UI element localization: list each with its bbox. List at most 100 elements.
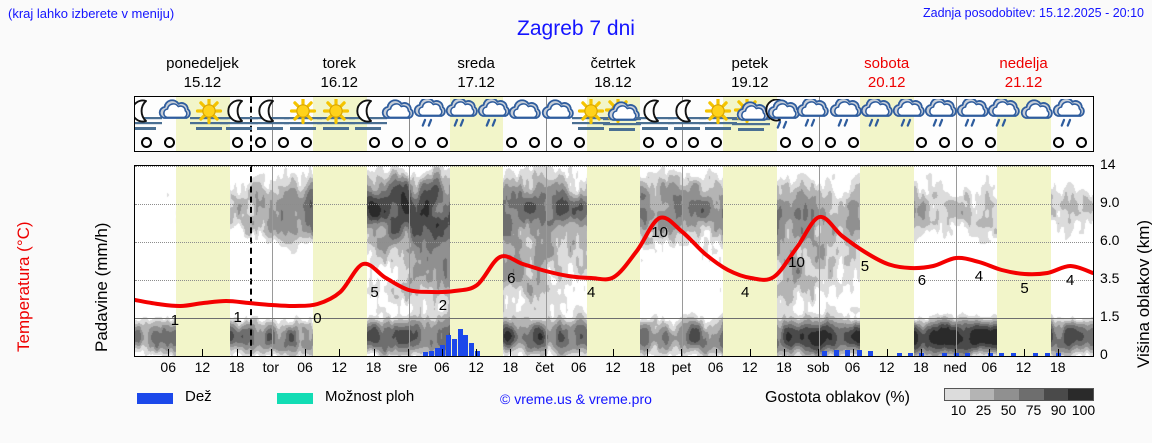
moon-phase-dot — [140, 137, 152, 148]
day-header-ponedeljek: ponedeljek 15.12 — [134, 54, 271, 92]
temperature-curve — [135, 214, 1093, 309]
day-header-nedelja: nedelja 21.12 — [955, 54, 1092, 92]
time-axis-tick — [647, 349, 649, 356]
time-axis-label: sre — [397, 359, 418, 375]
day-date: 18.12 — [594, 74, 632, 91]
axis-tick-label: 9.0 — [1100, 194, 1120, 210]
precipitation-bar — [868, 350, 874, 356]
time-axis-tick — [510, 349, 512, 356]
time-axis-tick — [852, 349, 854, 356]
moon-phase-dot — [505, 137, 517, 148]
cloud-density-step — [1019, 389, 1044, 400]
cloud-icon — [539, 99, 579, 133]
day-date: 16.12 — [320, 74, 359, 91]
copyright-link[interactable]: © vreme.us & vreme.pro — [500, 391, 652, 407]
precipitation-bar — [999, 353, 1005, 356]
moon-phase-dot — [369, 137, 380, 148]
cloud-rain-icon — [827, 97, 867, 133]
rain-legend-swatch — [137, 393, 173, 404]
precipitation-bar — [942, 353, 948, 356]
precipitation-bar — [856, 349, 862, 356]
moon-phase-dot — [437, 137, 449, 148]
cloud-density-value: 100 — [1071, 402, 1096, 418]
grid-line — [135, 280, 1093, 281]
moon-phase-dot — [916, 137, 928, 148]
time-axis-label: 12 — [331, 359, 348, 375]
time-axis-tick — [1023, 349, 1025, 356]
moon-icon — [667, 99, 707, 133]
day-date: 17.12 — [457, 74, 495, 91]
temperature-value-label: 10 — [788, 254, 805, 271]
temperature-value-label: 10 — [651, 224, 668, 241]
axis-tick-label: 1.5 — [1100, 308, 1120, 324]
time-axis-tick — [818, 349, 820, 356]
weather-icon-strip — [134, 96, 1094, 152]
precipitation-bar — [1044, 353, 1050, 356]
moon-phase-dot — [642, 137, 654, 148]
temperature-value-label: 2 — [438, 297, 448, 314]
rain-legend-label: Dež — [185, 388, 212, 405]
day-name: ponedeljek — [166, 55, 239, 72]
time-axis-label: 06 — [160, 359, 176, 375]
time-axis-label: 18 — [1049, 359, 1066, 375]
chart-legend: Dež Možnost ploh — [0, 387, 1152, 427]
cloud-density-value: 75 — [1025, 402, 1042, 418]
moon-phase-dot — [277, 137, 289, 148]
sun-icon — [316, 97, 356, 133]
cloud-density-step — [994, 389, 1020, 400]
time-axis-tick — [681, 349, 683, 356]
time-axis-tick — [236, 349, 238, 356]
day-separator — [408, 166, 410, 356]
cloud-rain-icon — [890, 97, 930, 133]
meteogram-plot: 1 1 0 5 2 6 4 10 4 10 5 6 4 5 4 — [134, 165, 1094, 357]
cloud-rain-icon — [443, 97, 483, 133]
moon-icon — [635, 99, 675, 133]
sun-icon — [698, 97, 738, 133]
cloud-density-value: 90 — [1050, 402, 1067, 418]
time-axis-tick — [270, 349, 272, 356]
axis-tick-label: 6.0 — [1100, 232, 1120, 248]
precipitation-bar — [953, 353, 959, 356]
time-axis-label: 18 — [776, 359, 792, 375]
moon-phase-dot — [574, 137, 586, 148]
moon-phase-dot — [939, 137, 951, 148]
cloud-density-step — [945, 389, 970, 400]
temperature-value-label: 4 — [1066, 272, 1075, 289]
last-updated-text: Zadnja posodobitev: 15.12.2025 - 20:10 — [922, 6, 1144, 20]
precipitation-bar — [457, 328, 463, 356]
day-name: nedelja — [999, 55, 1048, 72]
time-axis-tick — [886, 349, 888, 356]
cloud-rain-icon — [794, 97, 834, 133]
day-separator — [545, 97, 547, 151]
time-axis-tick — [168, 349, 170, 356]
precipitation-bar — [451, 338, 457, 356]
moon-phase-dot — [528, 137, 540, 148]
daylight-band — [723, 166, 778, 356]
time-axis-tick — [407, 349, 409, 356]
cloud-rain-icon — [954, 97, 994, 133]
cloud-rain-icon — [1050, 97, 1090, 133]
time-axis-label: 06 — [844, 359, 861, 375]
precipitation-bar — [434, 348, 440, 356]
temperature-value-label: 5 — [370, 284, 379, 301]
precipitation-bar — [833, 349, 839, 356]
time-axis-label: 12 — [605, 359, 621, 375]
time-axis-tick — [1057, 349, 1059, 356]
day-separator — [956, 97, 958, 151]
day-separator — [819, 97, 821, 151]
cloud-rain-icon — [411, 97, 451, 133]
moon-phase-dot — [1053, 137, 1065, 148]
day-separator — [545, 166, 547, 356]
time-axis-tick — [715, 349, 717, 356]
time-axis-tick — [373, 349, 375, 356]
time-axis-tick — [749, 349, 751, 356]
time-axis-label: 06 — [297, 359, 313, 375]
cloud-rain-icon — [922, 97, 962, 133]
temperature-value-label: 6 — [917, 272, 927, 289]
time-axis-label: 18 — [365, 359, 382, 375]
cloud-icon — [506, 99, 546, 133]
cloud-density-value: 25 — [975, 402, 992, 418]
moon-phase-dot — [300, 137, 312, 148]
day-header-četrtek: četrtek 18.12 — [545, 54, 682, 92]
precipitation-bar — [468, 342, 474, 356]
